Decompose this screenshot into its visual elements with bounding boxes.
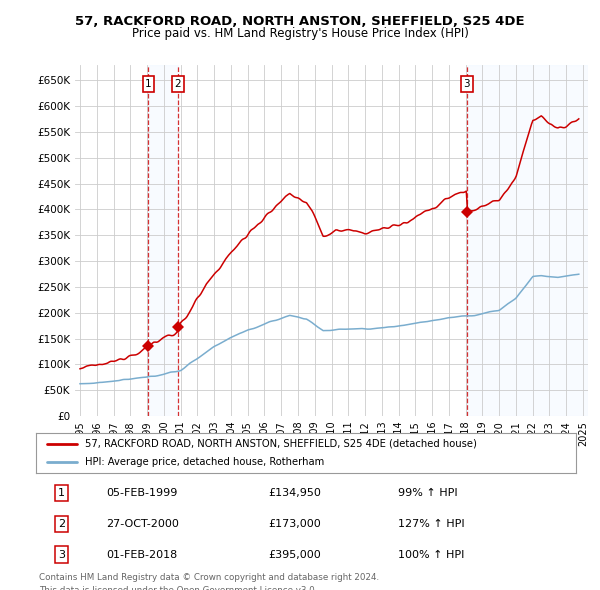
Text: 27-OCT-2000: 27-OCT-2000: [106, 519, 179, 529]
Bar: [148, 65, 178, 416]
Text: 1: 1: [145, 79, 152, 89]
Text: 1: 1: [58, 489, 65, 498]
Text: 57, RACKFORD ROAD, NORTH ANSTON, SHEFFIELD, S25 4DE (detached house): 57, RACKFORD ROAD, NORTH ANSTON, SHEFFIE…: [85, 439, 476, 449]
Text: Contains HM Land Registry data © Crown copyright and database right 2024.: Contains HM Land Registry data © Crown c…: [39, 573, 379, 582]
Text: This data is licensed under the Open Government Licence v3.0.: This data is licensed under the Open Gov…: [39, 586, 317, 590]
Text: HPI: Average price, detached house, Rotherham: HPI: Average price, detached house, Roth…: [85, 457, 324, 467]
Text: 3: 3: [464, 79, 470, 89]
Text: 05-FEB-1999: 05-FEB-1999: [106, 489, 178, 498]
Text: 2: 2: [58, 519, 65, 529]
Text: 57, RACKFORD ROAD, NORTH ANSTON, SHEFFIELD, S25 4DE: 57, RACKFORD ROAD, NORTH ANSTON, SHEFFIE…: [75, 15, 525, 28]
Text: 3: 3: [58, 550, 65, 559]
Text: 2: 2: [174, 79, 181, 89]
Text: £173,000: £173,000: [268, 519, 321, 529]
Bar: [467, 65, 588, 416]
Text: 127% ↑ HPI: 127% ↑ HPI: [398, 519, 464, 529]
Text: 01-FEB-2018: 01-FEB-2018: [106, 550, 178, 559]
Text: 100% ↑ HPI: 100% ↑ HPI: [398, 550, 464, 559]
Text: 99% ↑ HPI: 99% ↑ HPI: [398, 489, 457, 498]
Text: £395,000: £395,000: [268, 550, 321, 559]
Text: Price paid vs. HM Land Registry's House Price Index (HPI): Price paid vs. HM Land Registry's House …: [131, 27, 469, 40]
Text: £134,950: £134,950: [268, 489, 321, 498]
